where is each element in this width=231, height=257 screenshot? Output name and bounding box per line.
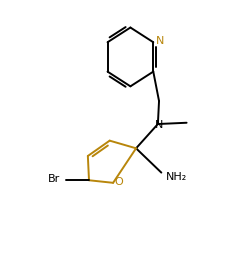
Text: NH₂: NH₂	[166, 172, 187, 182]
Text: Br: Br	[48, 175, 60, 185]
Text: N: N	[155, 120, 163, 130]
Text: O: O	[115, 177, 123, 187]
Text: N: N	[155, 36, 164, 46]
